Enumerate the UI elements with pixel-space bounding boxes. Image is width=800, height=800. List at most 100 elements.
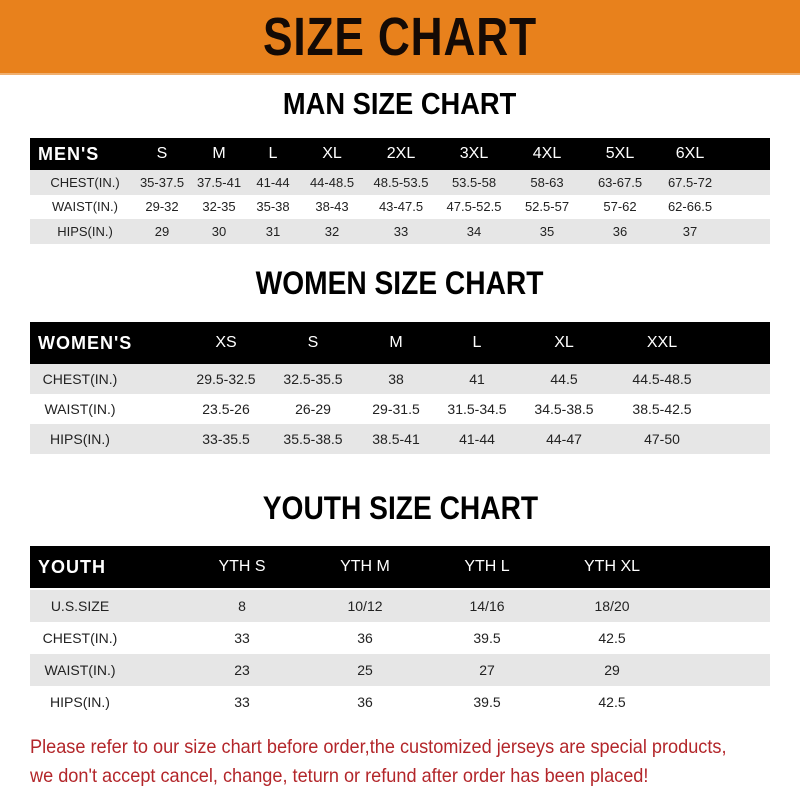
measurement-value: 35 bbox=[539, 223, 555, 239]
measurement-value: 37 bbox=[682, 223, 698, 239]
measurement-value: 41-44 bbox=[459, 431, 495, 447]
measurement-label: CHEST(IN.) bbox=[42, 371, 118, 387]
measurement-value: 36 bbox=[612, 223, 628, 239]
measurement-value: 53.5-58 bbox=[451, 174, 497, 190]
banner-title: SIZE CHART bbox=[263, 6, 537, 67]
measurement-value: 43-47.5 bbox=[378, 199, 424, 215]
measurement-label: CHEST(IN.) bbox=[50, 174, 120, 190]
measurement-value: 58-63 bbox=[530, 174, 564, 190]
measurement-value: 44-47 bbox=[546, 431, 582, 447]
measurement-value: 8 bbox=[238, 598, 246, 614]
size-header-cell: 5XL bbox=[605, 145, 635, 162]
measurement-value: 30 bbox=[211, 223, 227, 239]
measurement-value: 32-35 bbox=[202, 199, 236, 215]
size-header-cell: XXL bbox=[646, 334, 678, 351]
table-row: WAIST(IN.) 23 25 27 29 bbox=[30, 654, 770, 686]
table-row: HIPS(IN.) 29 30 31 32 33 34 35 36 37 bbox=[30, 219, 770, 244]
men-section-title: MAN SIZE CHART bbox=[283, 86, 517, 121]
measurement-value: 44-48.5 bbox=[309, 174, 355, 190]
measurement-value: 36 bbox=[357, 694, 373, 710]
size-header-cell: 2XL bbox=[386, 145, 416, 162]
notice-line: Please refer to our size chart before or… bbox=[30, 736, 727, 758]
measurement-label: HIPS(IN.) bbox=[50, 694, 110, 710]
measurement-value: 10/12 bbox=[347, 598, 383, 614]
measurement-value: 62-66.5 bbox=[667, 199, 713, 215]
measurement-value: 47.5-52.5 bbox=[446, 199, 502, 215]
size-header-cell: M bbox=[212, 145, 226, 162]
size-header-cell: L bbox=[268, 145, 278, 162]
measurement-value: 42.5 bbox=[598, 694, 626, 710]
size-header-cell: YTH L bbox=[464, 558, 510, 575]
measurement-value: 33-35.5 bbox=[202, 431, 250, 447]
size-header-cell: S bbox=[307, 334, 319, 351]
measurement-label: HIPS(IN.) bbox=[57, 223, 113, 239]
measurement-value: 34.5-38.5 bbox=[534, 401, 594, 417]
banner: SIZE CHART bbox=[0, 0, 800, 75]
table-title-cell: MEN'S bbox=[38, 143, 100, 164]
size-header-cell: 4XL bbox=[532, 145, 562, 162]
size-header-cell: XS bbox=[215, 334, 237, 351]
table-title-cell: WOMEN'S bbox=[38, 332, 133, 353]
notice-line: we don't accept cancel, change, teturn o… bbox=[30, 765, 649, 787]
measurement-label: WAIST(IN.) bbox=[44, 401, 116, 417]
measurement-label: CHEST(IN.) bbox=[42, 630, 118, 646]
measurement-value: 29.5-32.5 bbox=[196, 371, 256, 387]
measurement-value: 41 bbox=[469, 371, 485, 387]
measurement-value: 63-67.5 bbox=[597, 174, 643, 190]
measurement-value: 42.5 bbox=[598, 630, 626, 646]
size-header-cell: XL bbox=[322, 145, 342, 162]
measurement-value: 33 bbox=[393, 223, 409, 239]
measurement-value: 14/16 bbox=[469, 598, 505, 614]
table-row: WAIST(IN.) 29-32 32-35 35-38 38-43 43-47.5 47.… bbox=[30, 194, 770, 219]
table-row: HIPS(IN.) 33-35.5 35.5-38.5 38.5-41 41-44 44-… bbox=[30, 424, 770, 454]
table-header-row: MEN'S S M L XL 2XL 3XL 4XL 5XL 6XL bbox=[30, 138, 770, 170]
measurement-value: 44.5 bbox=[550, 371, 578, 387]
women-section-title: WOMEN SIZE CHART bbox=[256, 265, 544, 301]
size-header-cell: S bbox=[156, 145, 168, 162]
table-row: WAIST(IN.) 23.5-26 26-29 29-31.5 31.5-34.5 34… bbox=[30, 394, 770, 424]
measurement-value: 23 bbox=[234, 662, 250, 678]
measurement-value: 41-44 bbox=[256, 174, 290, 190]
measurement-value: 39.5 bbox=[473, 694, 501, 710]
measurement-value: 33 bbox=[234, 694, 250, 710]
measurement-value: 32.5-35.5 bbox=[283, 371, 343, 387]
measurement-value: 52.5-57 bbox=[524, 199, 570, 215]
measurement-value: 44.5-48.5 bbox=[632, 371, 692, 387]
measurement-label: WAIST(IN.) bbox=[44, 662, 116, 678]
table-header-row: WOMEN'S XS S M L XL XXL bbox=[30, 322, 770, 364]
measurement-label: WAIST(IN.) bbox=[52, 199, 118, 215]
measurement-value: 23.5-26 bbox=[202, 401, 250, 417]
size-header-cell: M bbox=[389, 334, 403, 351]
measurement-value: 34 bbox=[466, 223, 482, 239]
measurement-value: 31.5-34.5 bbox=[447, 401, 507, 417]
measurement-value: 35-37.5 bbox=[139, 174, 185, 190]
measurement-value: 35-38 bbox=[256, 199, 290, 215]
measurement-value: 47-50 bbox=[644, 431, 680, 447]
size-header-cell: YTH M bbox=[340, 558, 390, 575]
measurement-value: 67.5-72 bbox=[667, 174, 713, 190]
measurement-value: 33 bbox=[234, 630, 250, 646]
measurement-value: 26-29 bbox=[295, 401, 331, 417]
size-header-cell: 6XL bbox=[675, 145, 705, 162]
measurement-value: 37.5-41 bbox=[196, 174, 242, 190]
measurement-value: 48.5-53.5 bbox=[373, 174, 429, 190]
measurement-value: 32 bbox=[324, 223, 340, 239]
measurement-value: 29-31.5 bbox=[372, 401, 420, 417]
measurement-value: 38.5-41 bbox=[372, 431, 420, 447]
measurement-value: 38.5-42.5 bbox=[632, 401, 692, 417]
youth-section-title: YOUTH SIZE CHART bbox=[262, 490, 538, 526]
table-row: U.S.SIZE 8 10/12 14/16 18/20 bbox=[30, 590, 770, 622]
measurement-value: 38-43 bbox=[315, 199, 349, 215]
measurement-value: 27 bbox=[479, 662, 495, 678]
measurement-value: 35.5-38.5 bbox=[283, 431, 343, 447]
table-row: CHEST(IN.) 35-37.5 37.5-41 41-44 44-48.5 48.5… bbox=[30, 170, 770, 195]
measurement-value: 31 bbox=[265, 223, 281, 239]
youth-size-table: YOUTH YTH S YTH M YTH L YTH XL U.S.SIZE 8 10/12… bbox=[30, 546, 770, 718]
women-size-table: WOMEN'S XS S M L XL XXL CHEST(IN.) 29.5-32.5 32.5… bbox=[30, 322, 770, 454]
measurement-value: 29 bbox=[604, 662, 620, 678]
measurement-value: 29-32 bbox=[145, 199, 179, 215]
size-header-cell: 3XL bbox=[459, 145, 489, 162]
table-row: HIPS(IN.) 33 36 39.5 42.5 bbox=[30, 686, 770, 718]
measurement-value: 25 bbox=[357, 662, 373, 678]
measurement-value: 39.5 bbox=[473, 630, 501, 646]
